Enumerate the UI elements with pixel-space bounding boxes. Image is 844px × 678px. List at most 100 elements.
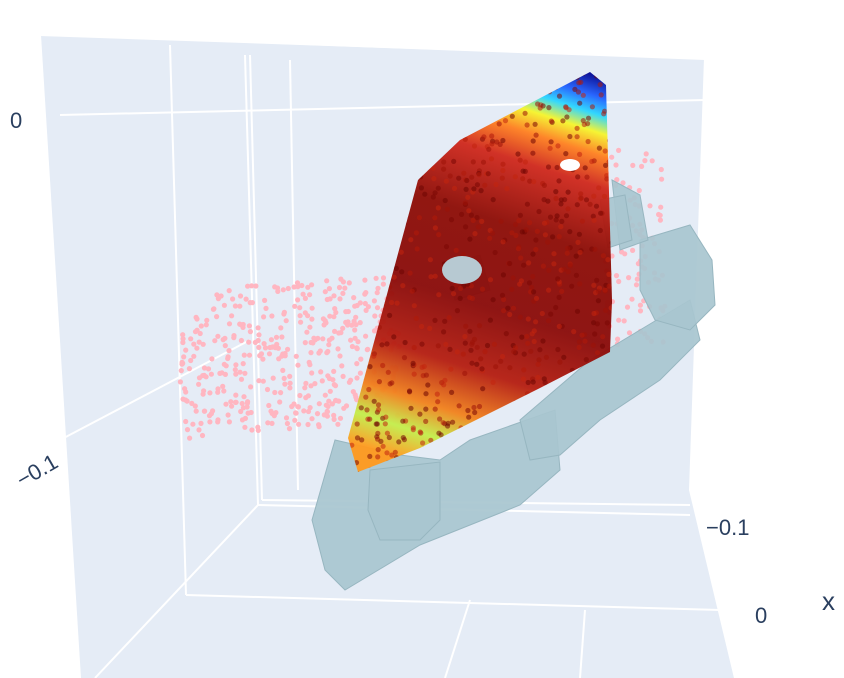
scatter-point xyxy=(226,348,232,354)
scatter-point xyxy=(569,283,575,289)
scatter-point xyxy=(331,368,337,374)
scatter-point xyxy=(465,407,471,414)
scatter-point xyxy=(274,341,280,347)
scatter-point xyxy=(400,283,406,289)
scatter-point xyxy=(591,310,597,317)
scatter-point xyxy=(281,375,287,381)
scatter-point xyxy=(309,282,315,288)
scatter-point xyxy=(372,313,378,319)
scatter-point xyxy=(582,165,588,171)
scatter-point xyxy=(187,435,193,441)
scatter-point xyxy=(575,89,582,95)
scatter-point xyxy=(577,151,583,157)
scatter-point xyxy=(210,408,216,414)
scatter-point xyxy=(398,249,404,255)
scatter-point xyxy=(512,174,518,180)
scatter-point xyxy=(517,212,524,218)
scatter-point xyxy=(314,411,321,417)
scatter-point xyxy=(428,274,434,280)
scatter-point xyxy=(207,419,213,425)
scatter-point xyxy=(186,366,192,372)
scatter-point xyxy=(526,260,532,266)
scatter-point xyxy=(591,193,597,199)
scatter-point xyxy=(499,175,505,181)
scatter-point xyxy=(339,363,345,369)
scatter-point xyxy=(215,296,221,302)
scatter-point xyxy=(533,319,539,325)
scatter-point xyxy=(443,178,449,184)
scatter-point xyxy=(255,325,261,331)
scatter-point xyxy=(300,291,306,297)
scatter-point xyxy=(201,365,208,371)
scatter-point xyxy=(238,337,244,344)
scatter-point xyxy=(524,201,531,207)
scatter-point xyxy=(578,191,584,197)
scatter-point xyxy=(578,195,584,201)
scatter-point xyxy=(592,331,598,337)
scatter-point xyxy=(305,421,311,428)
scatter-point xyxy=(184,398,190,404)
scatter-point xyxy=(266,351,273,357)
scatter-point xyxy=(554,213,560,219)
scatter-point xyxy=(608,305,612,311)
scatter-point xyxy=(354,346,360,352)
scatter-point xyxy=(432,273,438,279)
scatter-point xyxy=(364,407,370,413)
scatter-point xyxy=(362,300,368,307)
scatter-point xyxy=(270,344,276,350)
scatter-point xyxy=(392,449,398,455)
scatter-point xyxy=(499,353,506,360)
scatter-point xyxy=(469,341,475,347)
scatter-point xyxy=(375,454,381,460)
scatter-point xyxy=(222,371,228,377)
scatter-point xyxy=(349,322,355,328)
scatter-point xyxy=(302,295,308,301)
scatter-point xyxy=(389,299,395,306)
scatter-point xyxy=(221,388,227,394)
scatter-point xyxy=(636,187,642,194)
scatter-point xyxy=(327,313,333,319)
scatter-point xyxy=(198,420,204,426)
scatter-point xyxy=(354,302,360,309)
scatter-point xyxy=(518,255,524,261)
scatter-point xyxy=(585,121,591,127)
scatter-point xyxy=(287,373,293,379)
scatter-point xyxy=(447,173,453,179)
scatter-point xyxy=(210,306,216,312)
scatter-point xyxy=(519,229,525,235)
scatter-point xyxy=(430,165,436,171)
scatter-point xyxy=(517,314,523,320)
scatter-point xyxy=(541,197,547,203)
scatter-point xyxy=(351,295,357,301)
scatter-point xyxy=(643,151,649,157)
scatter-point xyxy=(487,277,494,283)
scatter-point xyxy=(200,373,206,379)
scatter-point xyxy=(441,166,447,172)
scatter-point xyxy=(565,269,571,275)
scatter-point xyxy=(180,360,186,366)
scatter-point xyxy=(484,342,491,349)
scatter-point xyxy=(545,239,551,245)
scatter-point xyxy=(237,369,243,375)
scatter-point xyxy=(258,351,265,357)
scatter-point xyxy=(385,369,391,375)
scatter-point xyxy=(327,388,333,394)
scatter-point xyxy=(537,347,543,353)
scatter-point xyxy=(535,101,541,107)
scatter-point xyxy=(337,296,343,302)
scatter-point xyxy=(467,236,473,242)
scatter-point xyxy=(352,327,358,333)
scatter-point xyxy=(387,381,393,387)
scatter-point xyxy=(242,370,248,376)
scatter-point xyxy=(340,325,346,331)
scatter-point xyxy=(387,312,393,318)
scatter-point xyxy=(260,356,266,362)
scatter-point xyxy=(456,175,462,181)
scatter-point xyxy=(567,263,573,269)
scatter-point xyxy=(367,364,373,370)
scatter-point xyxy=(336,284,343,291)
scatter-point xyxy=(391,334,397,340)
z-tick-label-neg-0-1: −0.1 xyxy=(12,449,62,492)
scatter-point xyxy=(497,141,503,147)
